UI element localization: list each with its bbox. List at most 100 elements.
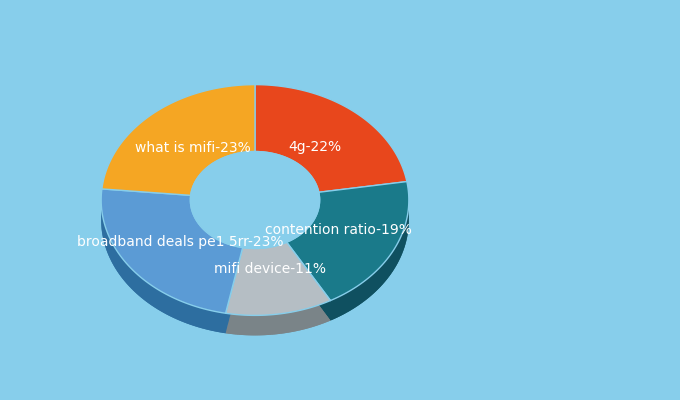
Polygon shape xyxy=(253,315,255,335)
Polygon shape xyxy=(305,230,306,251)
Polygon shape xyxy=(308,227,309,248)
Polygon shape xyxy=(190,152,320,248)
Polygon shape xyxy=(211,310,214,331)
Polygon shape xyxy=(226,313,227,334)
Polygon shape xyxy=(244,315,245,335)
Polygon shape xyxy=(112,243,114,265)
Polygon shape xyxy=(254,248,255,268)
Polygon shape xyxy=(396,245,397,267)
Polygon shape xyxy=(186,303,189,324)
Polygon shape xyxy=(172,297,175,319)
Polygon shape xyxy=(319,304,321,325)
Polygon shape xyxy=(392,251,393,273)
Polygon shape xyxy=(211,236,213,256)
Polygon shape xyxy=(122,258,124,281)
Polygon shape xyxy=(305,308,307,329)
Polygon shape xyxy=(394,247,396,269)
Polygon shape xyxy=(245,315,248,335)
Polygon shape xyxy=(288,312,290,333)
Polygon shape xyxy=(268,315,269,335)
Polygon shape xyxy=(284,243,285,263)
Polygon shape xyxy=(284,313,286,333)
Polygon shape xyxy=(356,285,359,307)
Polygon shape xyxy=(275,246,276,266)
Polygon shape xyxy=(272,247,273,267)
Polygon shape xyxy=(341,294,344,316)
Polygon shape xyxy=(140,277,143,299)
Polygon shape xyxy=(207,310,211,330)
Polygon shape xyxy=(242,315,244,335)
Polygon shape xyxy=(197,307,200,328)
Polygon shape xyxy=(200,308,203,329)
Polygon shape xyxy=(293,312,295,332)
Polygon shape xyxy=(372,273,374,295)
Polygon shape xyxy=(118,253,120,276)
Polygon shape xyxy=(266,248,267,268)
Polygon shape xyxy=(232,245,233,266)
PathPatch shape xyxy=(287,182,409,300)
Polygon shape xyxy=(275,314,277,334)
Polygon shape xyxy=(268,247,269,268)
Polygon shape xyxy=(298,236,299,256)
Polygon shape xyxy=(296,236,298,257)
Polygon shape xyxy=(238,315,240,335)
Polygon shape xyxy=(304,231,305,252)
PathPatch shape xyxy=(101,189,243,313)
Polygon shape xyxy=(237,246,238,267)
Polygon shape xyxy=(246,248,248,268)
Polygon shape xyxy=(124,261,126,283)
Polygon shape xyxy=(216,239,218,260)
Polygon shape xyxy=(271,247,272,267)
Polygon shape xyxy=(333,298,336,319)
Polygon shape xyxy=(231,245,232,265)
Polygon shape xyxy=(244,248,245,268)
Polygon shape xyxy=(160,291,163,312)
Text: what is mifi-23%: what is mifi-23% xyxy=(135,142,250,156)
Polygon shape xyxy=(285,243,286,263)
Polygon shape xyxy=(219,240,220,261)
Polygon shape xyxy=(226,243,227,264)
Polygon shape xyxy=(133,270,135,292)
Polygon shape xyxy=(390,253,392,275)
Polygon shape xyxy=(264,248,265,268)
Polygon shape xyxy=(235,314,237,334)
Polygon shape xyxy=(274,246,275,266)
Polygon shape xyxy=(273,314,275,334)
Polygon shape xyxy=(108,234,109,257)
Polygon shape xyxy=(241,247,243,268)
Polygon shape xyxy=(276,246,277,266)
Polygon shape xyxy=(220,241,222,262)
Polygon shape xyxy=(363,280,366,302)
Polygon shape xyxy=(282,313,284,334)
Polygon shape xyxy=(255,315,256,335)
Polygon shape xyxy=(203,228,204,250)
Polygon shape xyxy=(107,232,108,254)
Polygon shape xyxy=(227,244,228,264)
Polygon shape xyxy=(203,309,207,330)
Polygon shape xyxy=(114,245,115,268)
Polygon shape xyxy=(154,287,157,309)
Polygon shape xyxy=(291,240,292,260)
Polygon shape xyxy=(214,237,215,258)
Polygon shape xyxy=(215,238,216,259)
Polygon shape xyxy=(260,248,261,268)
Polygon shape xyxy=(166,294,169,316)
Polygon shape xyxy=(157,289,160,311)
Polygon shape xyxy=(179,300,182,322)
Polygon shape xyxy=(376,269,378,291)
Polygon shape xyxy=(300,310,302,330)
Polygon shape xyxy=(222,242,223,262)
Polygon shape xyxy=(105,226,106,249)
Polygon shape xyxy=(270,247,271,267)
PathPatch shape xyxy=(101,209,243,333)
Polygon shape xyxy=(207,232,208,253)
Polygon shape xyxy=(248,315,250,335)
Polygon shape xyxy=(243,248,244,268)
Polygon shape xyxy=(279,244,280,265)
Polygon shape xyxy=(374,271,376,293)
Polygon shape xyxy=(290,312,291,332)
Polygon shape xyxy=(280,244,282,264)
Polygon shape xyxy=(233,314,235,334)
Polygon shape xyxy=(259,248,260,268)
Polygon shape xyxy=(280,314,282,334)
